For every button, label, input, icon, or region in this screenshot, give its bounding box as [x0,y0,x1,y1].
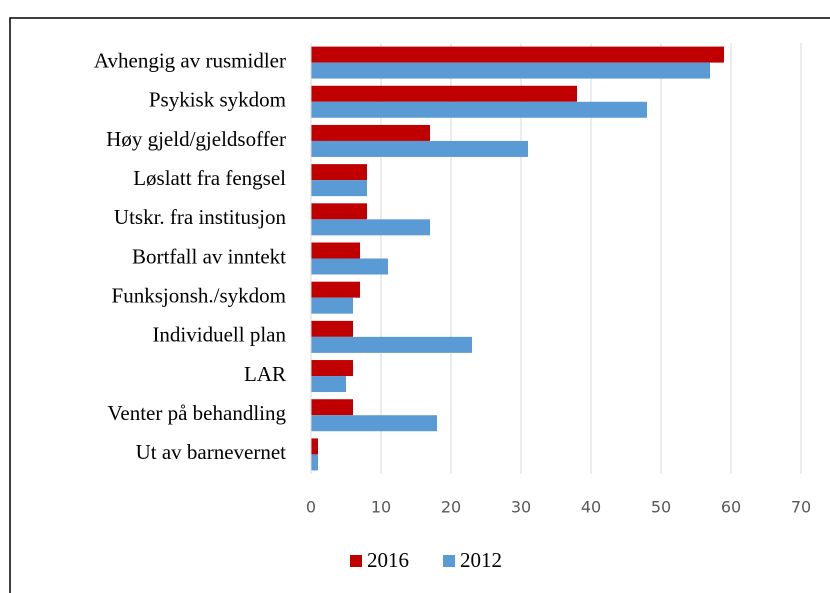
x-tick-label: 0 [306,498,316,517]
x-tick-label: 30 [511,498,531,517]
bar [311,297,353,314]
x-tick-label: 70 [791,498,811,517]
x-tick-label: 10 [371,498,391,517]
bar [311,124,430,141]
y-tick-label: Høy gjeld/gjeldsoffer [106,127,286,151]
frame [9,17,830,593]
bar [311,180,367,197]
bar [311,399,353,416]
bar [311,320,353,337]
legend-swatch [350,555,362,567]
y-tick-label: Utskr. fra institusjon [114,205,287,229]
bar [311,336,472,353]
x-tick-label: 50 [651,498,671,517]
legend-label: 2016 [367,548,409,572]
y-tick-label: Psykisk sykdom [149,88,286,112]
bar [311,101,647,118]
y-tick-label: Løslatt fra fengsel [133,166,286,190]
bar [311,203,367,220]
bar [311,85,577,102]
y-tick-label: Avhengig av rusmidler [94,48,286,72]
bar [311,46,724,63]
y-tick-label: Ut av barnevernet [136,440,287,464]
bar [311,62,710,79]
bar [311,164,367,181]
bar [311,219,430,236]
y-tick-label: LAR [244,362,286,386]
y-tick-label: Venter på behandling [108,401,287,425]
y-tick-label: Funksjonsh./sykdom [112,283,286,307]
bar [311,140,528,157]
x-tick-label: 20 [441,498,461,517]
legend-swatch [443,555,455,567]
bar [311,258,388,275]
bar [311,376,346,393]
bar [311,281,360,298]
bar [311,415,437,432]
x-tick-label: 40 [581,498,601,517]
y-tick-label: Individuell plan [152,323,286,347]
bar [311,360,353,377]
bar [311,438,318,455]
y-tick-label: Bortfall av inntekt [132,244,286,268]
bar [311,242,360,259]
legend-label: 2012 [460,548,502,572]
x-tick-label: 60 [721,498,741,517]
bar [311,454,318,471]
